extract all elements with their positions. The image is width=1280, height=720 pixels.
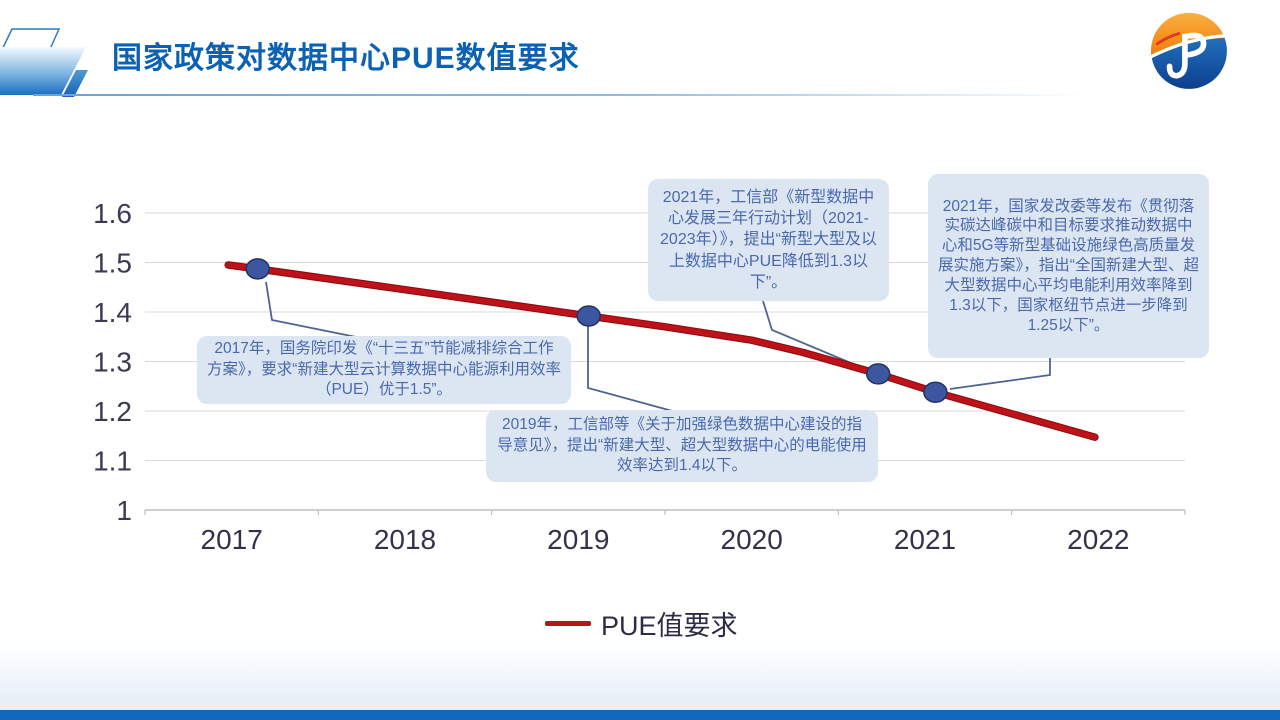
annotation-2021-miit-text: 2021年，工信部《新型数据中心发展三年行动计划（2021-2023年）》，提出… (660, 189, 877, 291)
annotation-2019-text: 2019年，工信部等《关于加强绿色数据中心建设的指导意见》，提出“新建大型、超大… (497, 416, 867, 475)
connector-2021-miit (762, 300, 871, 372)
connector-2019 (587, 326, 677, 413)
x-axis-label-2018: 2018 (374, 524, 436, 555)
connector-2021-ndrc (949, 356, 1051, 390)
annotation-2021-ndrc-text: 2021年，国家发改委等发布《贯彻落实碳达峰碳中和目标要求推动数据中心和5G等新… (938, 197, 1199, 334)
bottom-blue-bar (0, 710, 1280, 720)
annotation-2021-miit-box: 2021年，工信部《新型数据中心发展三年行动计划（2021-2023年）》，提出… (648, 179, 889, 301)
logo-red-accent (1155, 32, 1181, 46)
annotation-connectors (265, 281, 1051, 413)
pue-line (225, 262, 1098, 440)
annotation-2021-ndrc-box: 2021年，国家发改委等发布《贯彻落实碳达峰碳中和目标要求推动数据中心和5G等新… (928, 174, 1209, 358)
connector-2017 (265, 281, 367, 340)
y-axis-label-1.4: 1.4 (93, 297, 132, 328)
x-axis-label-2022: 2022 (1067, 524, 1129, 555)
y-axis-label-1.3: 1.3 (93, 347, 132, 378)
logo-white-swoosh (1149, 33, 1228, 59)
decor-sliver-parallelogram (62, 70, 88, 97)
y-axis-label-1.6: 1.6 (93, 198, 132, 229)
x-axis-label-2017: 2017 (201, 524, 263, 555)
logo-letter (1166, 32, 1207, 79)
header-decoration (0, 28, 88, 97)
annotation-2017-text: 2017年，国务院印发《“十三五”节能减排综合工作方案》，要求“新建大型云计算数… (207, 340, 561, 399)
legend-label: PUE值要求 (601, 611, 738, 641)
bottom-gradient-band (0, 645, 1280, 710)
annotation-2019-box: 2019年，工信部等《关于加强绿色数据中心建设的指导意见》，提出“新建大型、超大… (486, 410, 878, 482)
x-axis-label-2021: 2021 (894, 524, 956, 555)
x-axis-label-2020: 2020 (721, 524, 783, 555)
data-point-marker (923, 381, 948, 403)
y-axis-label-1: 1 (116, 495, 132, 526)
y-axis-label-1.5: 1.5 (93, 248, 132, 279)
y-axis-label-1.2: 1.2 (93, 396, 132, 427)
series-pue-line (224, 258, 1099, 441)
x-axis-label-2019: 2019 (547, 524, 609, 555)
y-axis-label-1.1: 1.1 (93, 446, 132, 477)
company-logo-icon (1149, 12, 1228, 89)
data-point-marker (245, 258, 270, 280)
page-title: 国家政策对数据中心PUE数值要求 (112, 42, 580, 75)
decor-gradient-parallelogram (0, 47, 86, 95)
legend-swatch (545, 621, 591, 626)
data-point-marker (576, 305, 601, 327)
title-underline (33, 94, 1088, 96)
data-point-marker (865, 363, 891, 385)
chart-legend: PUE值要求 (545, 604, 738, 643)
annotation-2017-box: 2017年，国务院印发《“十三五”节能减排综合工作方案》，要求“新建大型云计算数… (197, 336, 571, 404)
